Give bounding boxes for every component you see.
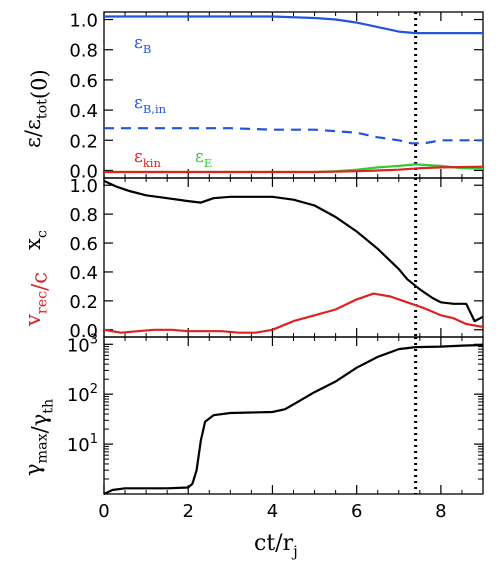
- y-axis-label: ε/εtot(0): [21, 69, 51, 148]
- eps-kin-label: εkin: [134, 147, 162, 170]
- y-tick-label: 0.6: [69, 234, 98, 255]
- y-tick-label: 0.0: [69, 161, 98, 182]
- y-tick-label: 0.8: [69, 205, 98, 226]
- series-line: [103, 343, 484, 495]
- y-tick-label: 0.4: [69, 101, 98, 122]
- series-line: [104, 127, 483, 145]
- eps-B-in-label: εB,in: [134, 93, 167, 116]
- reconnection-panel: 0.0 0.2 0.4 0.6 0.8 1.0 xc vrec/c: [21, 176, 484, 342]
- eps-E-label: εE: [195, 147, 212, 170]
- x-tick-label: 4: [267, 501, 278, 522]
- series-line: [103, 179, 484, 323]
- y-tick-label: 1.0: [69, 11, 98, 32]
- y-tick-label: 103: [67, 332, 98, 356]
- x-tick-label: 8: [435, 501, 446, 522]
- plot-frame: [103, 177, 484, 338]
- plot-frame: [103, 11, 484, 179]
- y-tick-label: 102: [67, 382, 98, 406]
- series-line: [103, 292, 484, 334]
- y-tick-label: 0.2: [69, 292, 98, 313]
- energy-panel: 0.0 0.2 0.4 0.6 0.8 1.0 ε/εtot(0) εB εB,in εkin εE: [21, 11, 484, 182]
- x-c-axis-label: xc: [21, 230, 50, 250]
- y-axis-label: γmax/γth: [21, 399, 57, 476]
- eps-B-label: εB: [134, 33, 151, 56]
- x-axis-label: ct/rj: [254, 531, 298, 561]
- y-tick-label: 1.0: [69, 176, 98, 197]
- x-tick-label: 2: [182, 501, 193, 522]
- x-tick-label: 0: [98, 501, 109, 522]
- y-tick-label: 0.8: [69, 41, 98, 62]
- y-tick-label: 0.2: [69, 131, 98, 152]
- series-line: [104, 15, 483, 35]
- y-tick-label: 0.6: [69, 71, 98, 92]
- y-tick-label: 101: [67, 432, 98, 456]
- x-tick-label: 6: [351, 501, 362, 522]
- v-rec-axis-label: vrec/c: [21, 272, 51, 327]
- plot-frame: [103, 336, 484, 495]
- y-tick-label: 0.0: [69, 321, 98, 342]
- y-tick-label: 0.4: [69, 263, 98, 284]
- gamma-panel: 101 102 103 0 2 4 6 8 γmax/γth ct/rj: [21, 332, 484, 561]
- series-line: [104, 165, 484, 174]
